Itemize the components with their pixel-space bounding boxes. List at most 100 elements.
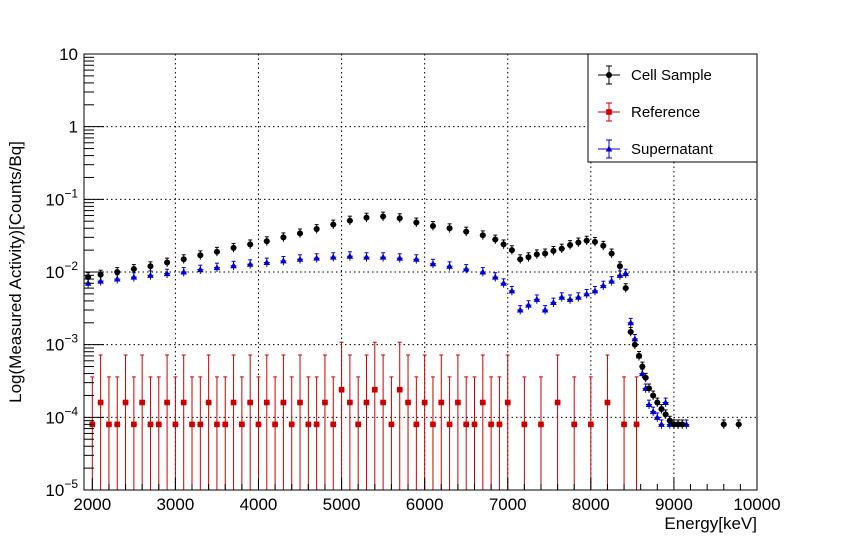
data-point (396, 254, 404, 261)
data-point (197, 252, 204, 259)
data-point (446, 225, 453, 232)
data-point (500, 241, 507, 248)
data-point (413, 255, 420, 262)
legend-box (587, 53, 758, 163)
data-point (247, 399, 253, 406)
y-tick-label: 10−4 (45, 404, 78, 427)
data-point (130, 265, 137, 272)
y-tick-exponent: −1 (64, 186, 78, 200)
data-point (575, 239, 582, 246)
y-tick-exponent: −3 (64, 332, 78, 346)
data-point (338, 386, 345, 393)
data-point (599, 282, 607, 289)
legend-label: Cell Sample (631, 67, 712, 84)
data-point (525, 254, 532, 261)
data-point (313, 421, 320, 428)
data-point (675, 421, 682, 428)
data-point (533, 251, 540, 258)
data-point (517, 256, 524, 263)
data-point (197, 421, 204, 428)
data-point (346, 217, 353, 224)
data-point (558, 293, 566, 300)
data-point (163, 270, 171, 277)
data-point (446, 262, 453, 269)
data-point (230, 399, 237, 406)
y-tick-label: 1 (69, 118, 78, 137)
data-point (380, 213, 387, 220)
data-point (106, 421, 112, 428)
data-point (263, 238, 270, 245)
y-tick-base: 10 (45, 263, 64, 282)
data-point (421, 399, 428, 406)
data-point (396, 215, 403, 222)
data-point (516, 306, 524, 313)
data-point (405, 399, 411, 406)
data-point (330, 421, 337, 428)
data-point (180, 268, 188, 275)
data-point (550, 299, 557, 306)
data-point (679, 421, 686, 428)
data-point (246, 260, 254, 267)
data-point (380, 399, 386, 406)
data-point (658, 406, 665, 413)
y-tick-base: 10 (45, 190, 64, 209)
data-point (429, 260, 437, 267)
data-point (197, 266, 204, 273)
y-axis-title: Log(Measured Activity)[Counts/Bq] (6, 141, 25, 403)
x-tick-labels: 2000 3000 4000 5000 6000 7000 8000 9000 10000 (73, 495, 780, 514)
data-point (622, 270, 630, 277)
data-point (97, 399, 104, 406)
data-point (621, 421, 627, 428)
y-tick-exponent: −2 (64, 259, 78, 273)
data-point (139, 399, 145, 406)
data-point (488, 421, 494, 428)
data-point (347, 399, 353, 406)
data-point (222, 421, 229, 428)
data-point (379, 253, 387, 260)
x-tick-label: 5000 (323, 495, 361, 514)
data-point (658, 420, 665, 427)
data-point (180, 256, 187, 263)
data-point (329, 253, 337, 260)
data-point (363, 399, 370, 406)
x-tick-label: 4000 (240, 495, 278, 514)
data-point (297, 230, 304, 237)
data-point (636, 352, 643, 359)
data-point (533, 295, 541, 302)
y-tick-base: 1 (69, 118, 78, 137)
x-axis-title: Energy[keV] (664, 514, 757, 533)
data-point (496, 421, 503, 428)
data-point (205, 399, 212, 406)
data-point (438, 399, 445, 406)
data-point (649, 408, 657, 415)
y-tick-label: 10−1 (45, 186, 78, 209)
data-point (372, 386, 378, 393)
data-point (297, 399, 303, 406)
y-tick-label: 10−3 (45, 332, 78, 355)
data-point (272, 421, 278, 428)
data-point (542, 250, 549, 257)
data-point (622, 285, 629, 292)
data-point (322, 399, 328, 406)
data-point (213, 264, 221, 271)
x-tick-label: 7000 (489, 495, 527, 514)
series-reference (89, 341, 640, 490)
series-layer (84, 211, 742, 490)
data-point (550, 247, 557, 254)
data-point (164, 399, 170, 406)
data-point (147, 263, 154, 270)
data-point (305, 421, 312, 428)
data-point (600, 242, 607, 249)
data-point (538, 421, 544, 428)
data-point (363, 253, 370, 260)
data-point (114, 269, 121, 275)
data-point (639, 370, 646, 377)
data-point (554, 399, 561, 406)
data-point (583, 290, 590, 297)
data-point (471, 421, 478, 428)
data-point (147, 421, 154, 428)
data-point (462, 265, 470, 272)
y-tick-label: 10−5 (45, 477, 78, 500)
data-point (155, 421, 162, 428)
